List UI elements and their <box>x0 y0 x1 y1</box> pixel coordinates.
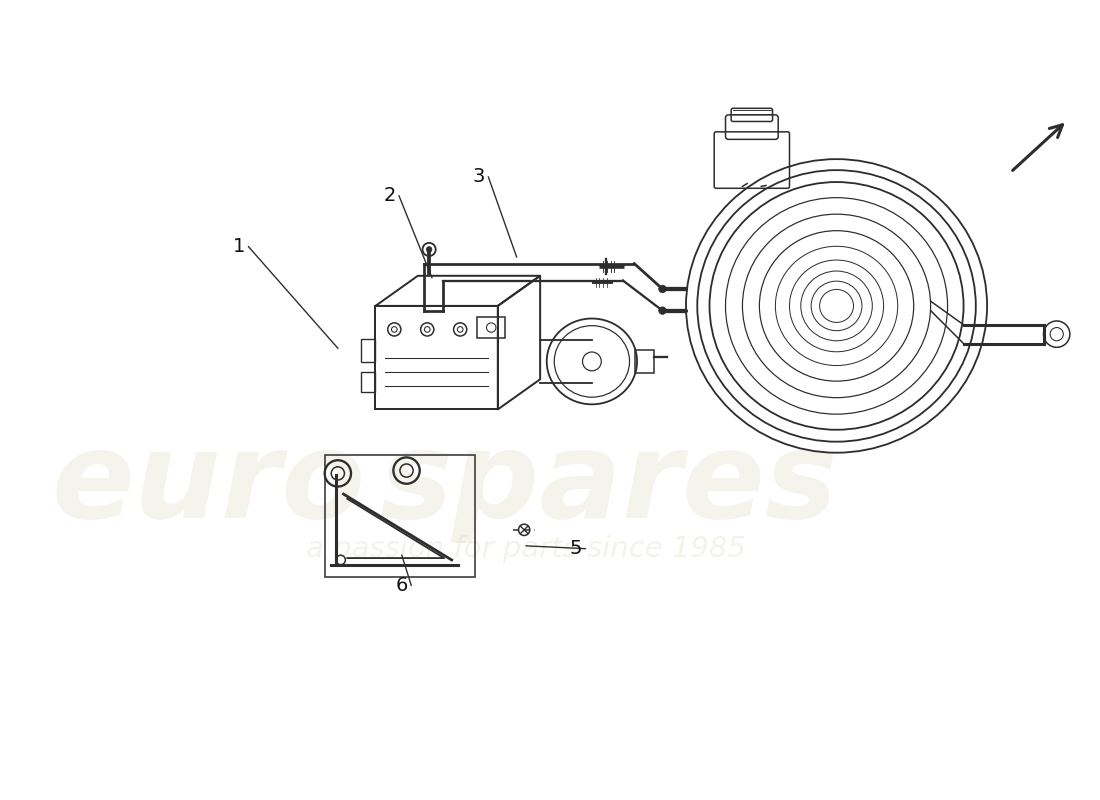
Text: 3: 3 <box>473 167 485 186</box>
Text: spares: spares <box>381 426 839 543</box>
Text: a passion for parts since 1985: a passion for parts since 1985 <box>306 534 746 562</box>
Circle shape <box>659 286 667 293</box>
Circle shape <box>659 307 667 314</box>
Circle shape <box>427 246 432 252</box>
Text: 2: 2 <box>384 186 396 206</box>
Text: 5: 5 <box>570 539 582 558</box>
Text: 6: 6 <box>396 576 408 595</box>
Text: euro: euro <box>52 426 366 543</box>
Text: 1: 1 <box>233 237 245 256</box>
